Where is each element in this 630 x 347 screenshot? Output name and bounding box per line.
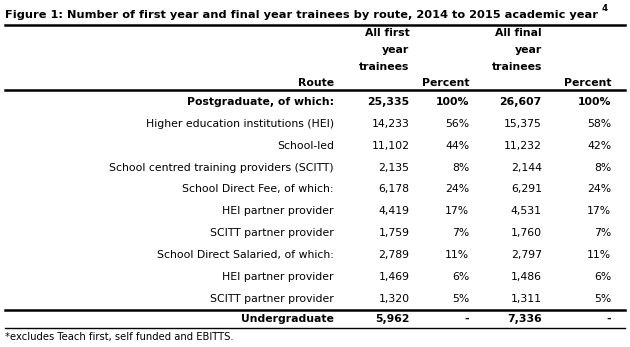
Text: 11%: 11% [445, 250, 469, 260]
Text: Higher education institutions (HEI): Higher education institutions (HEI) [146, 119, 334, 129]
Text: 4: 4 [602, 4, 608, 13]
Text: SCITT partner provider: SCITT partner provider [210, 294, 334, 304]
Text: 100%: 100% [578, 97, 611, 107]
Text: SCITT partner provider: SCITT partner provider [210, 228, 334, 238]
Text: 4,531: 4,531 [511, 206, 542, 216]
Text: 42%: 42% [587, 141, 611, 151]
Text: 100%: 100% [436, 97, 469, 107]
Text: Figure 1: Number of first year and final year trainees by route, 2014 to 2015 ac: Figure 1: Number of first year and final… [5, 10, 598, 20]
Text: 17%: 17% [445, 206, 469, 216]
Text: School Direct Salaried, of which:: School Direct Salaried, of which: [157, 250, 334, 260]
Text: 11,102: 11,102 [372, 141, 410, 151]
Text: 1,759: 1,759 [379, 228, 410, 238]
Text: 1,760: 1,760 [511, 228, 542, 238]
Text: trainees: trainees [491, 62, 542, 72]
Text: 26,607: 26,607 [500, 97, 542, 107]
Text: 44%: 44% [445, 141, 469, 151]
Text: 15,375: 15,375 [504, 119, 542, 129]
Text: 8%: 8% [594, 163, 611, 173]
Text: Percent: Percent [422, 78, 469, 88]
Text: 6%: 6% [594, 272, 611, 282]
Text: School Direct Fee, of which:: School Direct Fee, of which: [183, 185, 334, 194]
Text: 1,486: 1,486 [511, 272, 542, 282]
Text: 5%: 5% [594, 294, 611, 304]
Text: 4,419: 4,419 [379, 206, 410, 216]
Text: 11%: 11% [587, 250, 611, 260]
Text: 5%: 5% [452, 294, 469, 304]
Text: 24%: 24% [587, 185, 611, 194]
Text: 56%: 56% [445, 119, 469, 129]
Text: trainees: trainees [359, 62, 410, 72]
Text: year: year [515, 45, 542, 55]
Text: 58%: 58% [587, 119, 611, 129]
Text: All final: All final [495, 28, 542, 39]
Text: 24%: 24% [445, 185, 469, 194]
Text: 6,178: 6,178 [379, 185, 410, 194]
Text: 1,320: 1,320 [379, 294, 410, 304]
Text: -: - [607, 314, 611, 324]
Text: 11,232: 11,232 [504, 141, 542, 151]
Text: *excludes Teach first, self funded and EBITTS.: *excludes Teach first, self funded and E… [5, 332, 234, 342]
Text: 7%: 7% [594, 228, 611, 238]
Text: 17%: 17% [587, 206, 611, 216]
Text: 2,797: 2,797 [511, 250, 542, 260]
Text: -: - [465, 314, 469, 324]
Text: School centred training providers (SCITT): School centred training providers (SCITT… [109, 163, 334, 173]
Text: HEI partner provider: HEI partner provider [222, 206, 334, 216]
Text: 5,962: 5,962 [375, 314, 410, 324]
Text: 2,135: 2,135 [379, 163, 410, 173]
Text: School-led: School-led [277, 141, 334, 151]
Text: 7%: 7% [452, 228, 469, 238]
Text: 25,335: 25,335 [367, 97, 410, 107]
Text: 1,311: 1,311 [511, 294, 542, 304]
Text: HEI partner provider: HEI partner provider [222, 272, 334, 282]
Text: 6,291: 6,291 [511, 185, 542, 194]
Text: 7,336: 7,336 [507, 314, 542, 324]
Text: 2,789: 2,789 [379, 250, 410, 260]
Text: 8%: 8% [452, 163, 469, 173]
Text: Undergraduate: Undergraduate [241, 314, 334, 324]
Text: 6%: 6% [452, 272, 469, 282]
Text: year: year [382, 45, 410, 55]
Text: Route: Route [298, 78, 334, 88]
Text: All first: All first [365, 28, 410, 39]
Text: 2,144: 2,144 [511, 163, 542, 173]
Text: Postgraduate, of which:: Postgraduate, of which: [186, 97, 334, 107]
Text: 1,469: 1,469 [379, 272, 410, 282]
Text: 14,233: 14,233 [372, 119, 410, 129]
Text: Percent: Percent [564, 78, 611, 88]
